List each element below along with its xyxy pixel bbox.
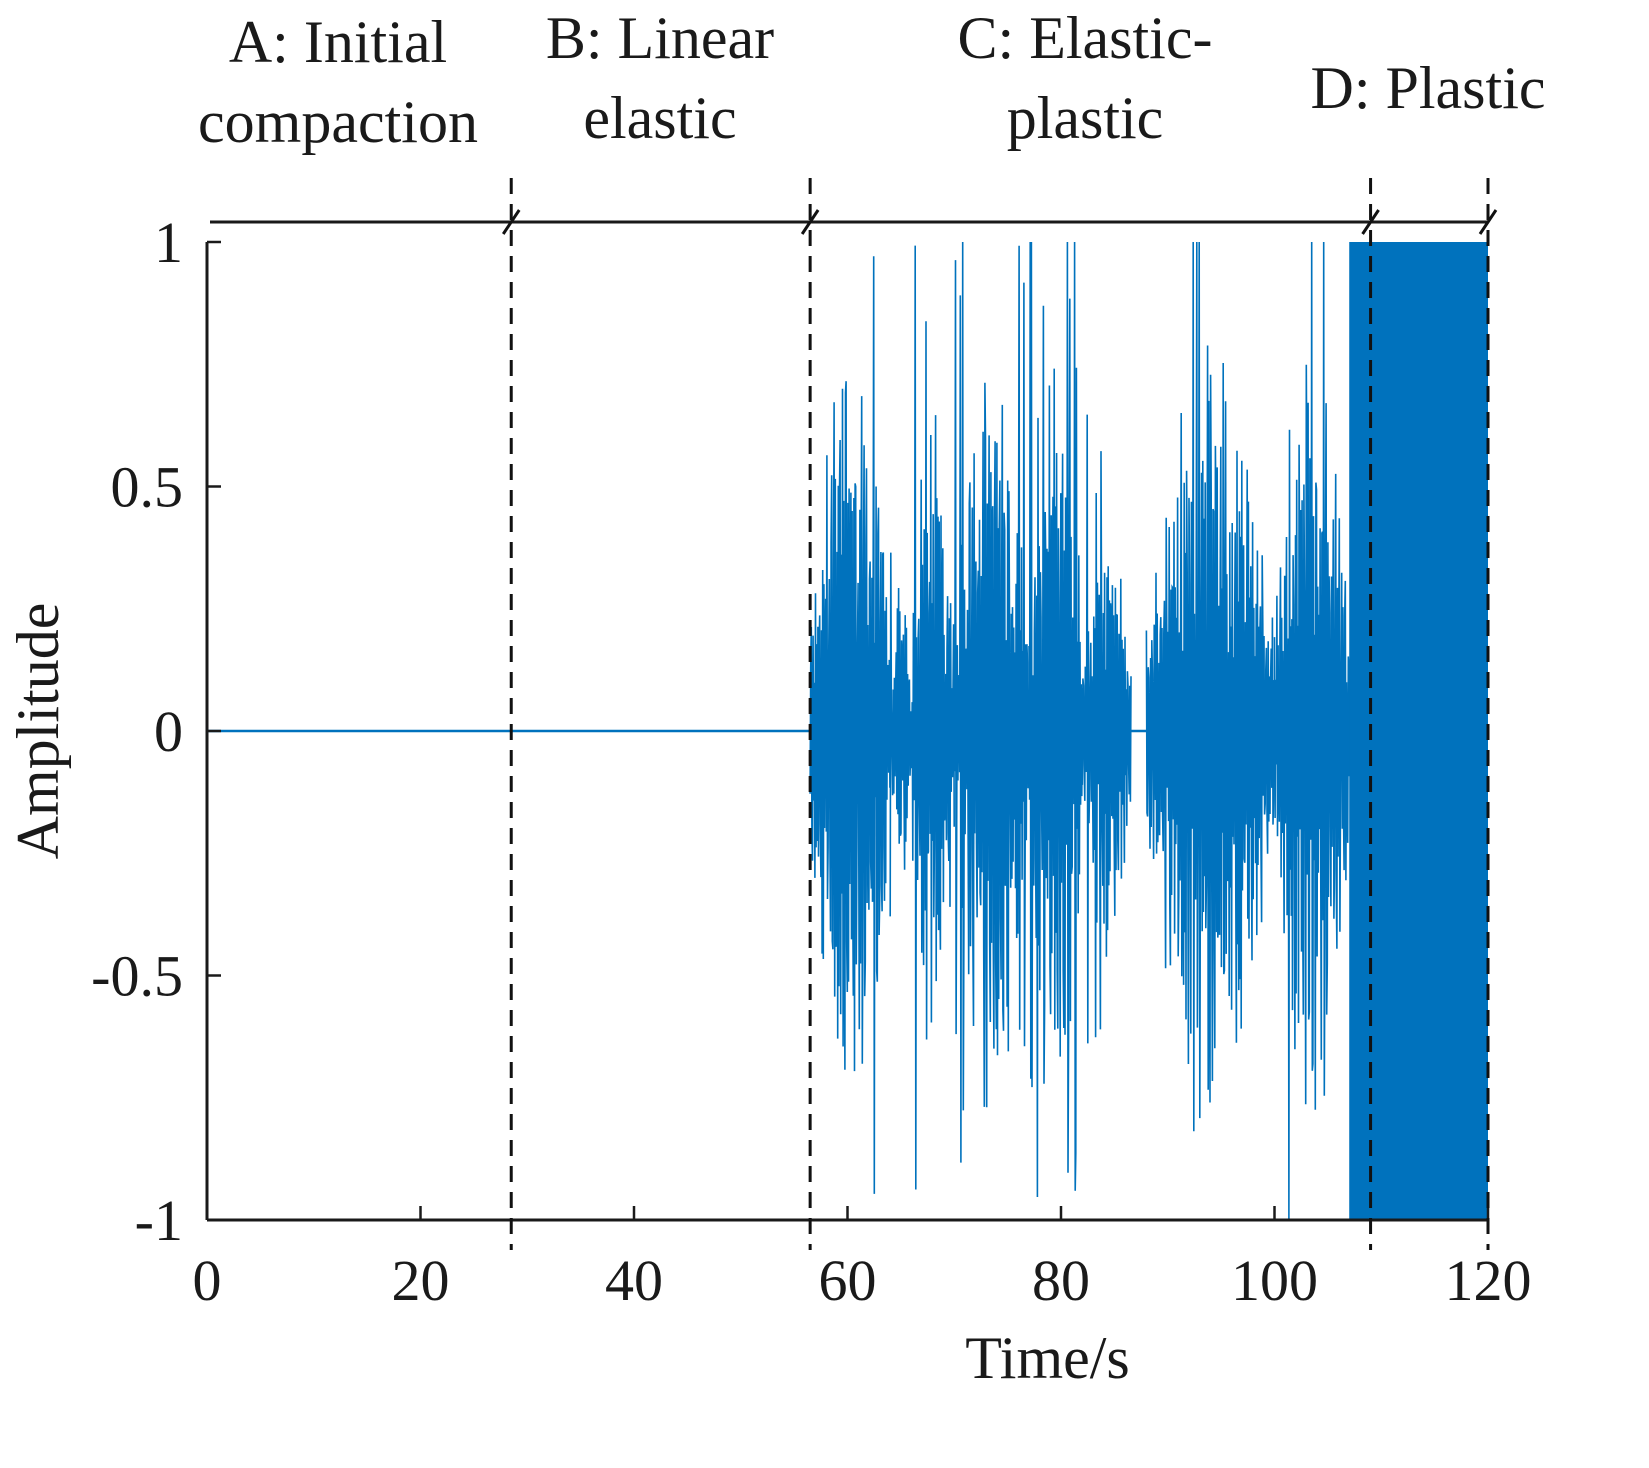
stage-boundary-mark — [1361, 209, 1380, 235]
stage-boundary-layer — [501, 178, 1498, 1250]
x-tick-label: 0 — [193, 1248, 222, 1313]
signal-saturated-block — [1349, 242, 1488, 1220]
stage-label-line: elastic — [583, 85, 736, 151]
y-tick-label: 1 — [154, 210, 183, 275]
stage-label-line: D: Plastic — [1311, 55, 1546, 121]
stage-label-line: compaction — [198, 89, 478, 155]
axes-layer — [205, 220, 1490, 1222]
signal-burst-segment — [1273, 241, 1351, 1221]
y-axis-label: Amplitude — [5, 603, 71, 860]
x-axis-label: Time/s — [965, 1325, 1130, 1391]
y-tick-label: 0.5 — [111, 455, 184, 520]
stage-label-d: D: Plastic — [1311, 55, 1546, 121]
stage-label-line: C: Elastic- — [958, 5, 1213, 71]
stage-boundary-mark — [800, 209, 820, 235]
y-tick-label: -0.5 — [91, 944, 183, 1009]
text-layer: 0 20 40 60 80 100 120 -1 -0.5 0 0.5 1 Time/s Amplitud… — [5, 5, 1546, 1391]
stage-label-line: plastic — [1007, 85, 1164, 151]
x-tick-label: 120 — [1445, 1248, 1532, 1313]
signal-burst-segment — [809, 256, 891, 1194]
signal-burst-segment — [953, 241, 1031, 1163]
signal-burst-segment — [1028, 241, 1084, 1198]
stage-label-b: B: Linear elastic — [546, 5, 774, 151]
stage-label-line: B: Linear — [546, 5, 774, 71]
signal-layer — [207, 241, 1488, 1221]
stage-label-a: A: Initial compaction — [198, 9, 478, 155]
signal-burst-segment — [889, 552, 912, 917]
signal-burst-segment — [1081, 414, 1132, 1044]
y-tick-label: -1 — [135, 1188, 183, 1253]
stage-label-line: A: Initial — [229, 9, 447, 75]
x-tick-label: 20 — [392, 1248, 450, 1313]
stage-boundary-mark — [1478, 209, 1498, 235]
stage-label-c: C: Elastic-plastic — [958, 5, 1213, 151]
signal-burst-segment — [910, 245, 955, 1190]
x-tick-label: 100 — [1231, 1248, 1318, 1313]
x-tick-label: 40 — [605, 1248, 663, 1313]
signal-burst-segment — [1145, 241, 1275, 1132]
y-tick-label: 0 — [154, 699, 183, 764]
x-tick-label: 80 — [1032, 1248, 1090, 1313]
x-tick-label: 60 — [819, 1248, 877, 1313]
stage-boundary-mark — [501, 209, 521, 235]
